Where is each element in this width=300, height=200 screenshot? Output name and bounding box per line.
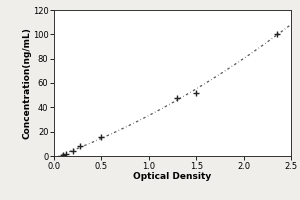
X-axis label: Optical Density: Optical Density bbox=[134, 172, 212, 181]
Y-axis label: Concentration(ng/mL): Concentration(ng/mL) bbox=[22, 27, 31, 139]
